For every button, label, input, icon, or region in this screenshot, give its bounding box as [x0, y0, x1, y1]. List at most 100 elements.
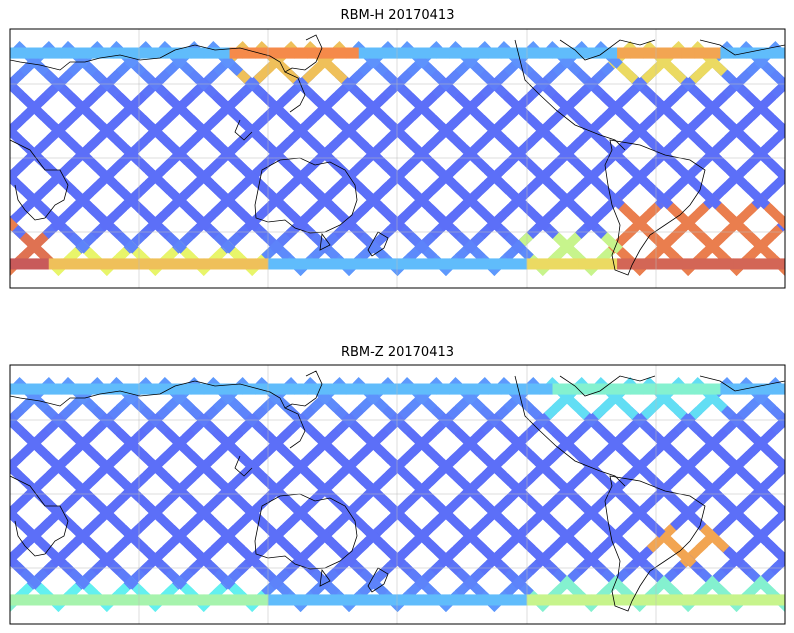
swath-band-cell — [152, 383, 166, 395]
swath-segment — [780, 124, 785, 134]
swath-band-cell — [22, 258, 37, 270]
swath-band-cell — [462, 594, 476, 606]
swath-band-cell — [449, 594, 463, 606]
swath-band-cell — [190, 594, 205, 606]
swath-band-cell — [48, 383, 63, 395]
swath-segment — [782, 506, 785, 512]
swath-band-cell — [526, 594, 541, 606]
swath-band-cell — [436, 47, 450, 59]
swath-segment — [782, 514, 785, 520]
swath-band-cell — [165, 594, 179, 606]
swath-band-cell — [384, 383, 398, 395]
swath-band-cell — [203, 47, 218, 59]
gridlines — [10, 365, 785, 624]
swath-band-cell — [74, 47, 88, 59]
swath-band-cell — [152, 594, 166, 606]
swath-band-cell — [358, 594, 373, 606]
swath-segment — [780, 460, 785, 470]
swath-band-cell — [578, 383, 592, 395]
swath-band-cell — [539, 383, 553, 395]
swath-segment — [0, 70, 2, 77]
swath-band-cell — [668, 258, 683, 270]
swath-band-cell — [681, 383, 696, 395]
swath-band-cell — [617, 383, 631, 395]
swath-band-cell — [22, 594, 37, 606]
swath-segment — [780, 220, 785, 230]
swath-segment — [10, 78, 17, 91]
swath-band-cell — [772, 258, 785, 270]
swath-band-cell — [87, 594, 101, 606]
swath-band-cell — [242, 594, 256, 606]
swath-segment — [10, 178, 13, 184]
swath-segment — [782, 506, 785, 512]
swath-segment — [10, 263, 17, 276]
swath-band-cell — [720, 47, 734, 59]
swath-band-cell — [565, 594, 579, 606]
swath-band-cell — [655, 258, 670, 270]
swath-band-cell — [668, 594, 683, 606]
swath-segment — [782, 170, 785, 176]
swath-band-cell — [10, 594, 24, 606]
swath-segment — [10, 135, 11, 137]
swath-band-cell — [229, 47, 243, 59]
swath-segment — [10, 599, 17, 612]
swath-band-cell — [139, 383, 153, 395]
swath-band-cell — [630, 47, 644, 59]
swath-band-cell — [565, 47, 579, 59]
swath-band-cell — [22, 383, 37, 395]
swath-band-cell — [139, 594, 153, 606]
swath-segment — [10, 220, 15, 230]
swath-band-cell — [345, 383, 360, 395]
swath-band-cell — [358, 383, 373, 395]
swath-segment — [778, 414, 785, 427]
swath-band-cell — [35, 594, 50, 606]
swath-band-cell — [694, 594, 708, 606]
swath-band-cell — [307, 383, 321, 395]
swath-band-cell — [694, 383, 708, 395]
swath-band-cell — [707, 258, 721, 270]
swath-segment — [10, 599, 17, 612]
swath-segment — [778, 414, 785, 427]
swath-band-cell — [539, 258, 553, 270]
swath-band-cell — [410, 47, 424, 59]
swath-segment — [10, 217, 11, 219]
swath-band-cell — [475, 383, 489, 395]
swath-segment — [10, 217, 11, 219]
swath-segment — [782, 178, 785, 184]
map-frame-top — [9, 28, 786, 289]
swath-band-cell — [642, 258, 657, 270]
swath-band-cell — [681, 594, 696, 606]
swath-segment — [780, 556, 785, 566]
swath-band-cell — [229, 258, 243, 270]
swath-band-cell — [61, 258, 76, 270]
swath-band-cell — [190, 47, 205, 59]
swath-band-cell — [759, 383, 773, 395]
swath-band-cell — [759, 258, 773, 270]
coastlines — [10, 34, 785, 276]
swath-band-cell — [152, 47, 166, 59]
swath-band-cell — [281, 258, 295, 270]
swath-segment — [0, 428, 2, 435]
swath-segment — [10, 506, 21, 524]
swath-band-cell — [35, 383, 50, 395]
swath-segment — [10, 178, 13, 184]
swath-band-cell — [487, 258, 502, 270]
swath-band-cell — [307, 594, 321, 606]
swath-band-cell — [74, 258, 88, 270]
swath-band-cell — [423, 594, 437, 606]
swath-band-cell — [190, 383, 205, 395]
swath-segment — [10, 460, 23, 479]
swath-segment — [0, 92, 2, 99]
swath-band-cell — [410, 594, 424, 606]
swath-band-cell — [513, 258, 528, 270]
swath-band-cell — [345, 258, 360, 270]
swath-band-cell — [500, 47, 515, 59]
swath-band-cell — [397, 258, 411, 270]
swath-segment — [10, 553, 19, 568]
swath-band-cell — [565, 258, 579, 270]
swath-segment — [10, 78, 17, 91]
swath-band-cell — [384, 594, 398, 606]
swath-band-cell — [100, 383, 114, 395]
swath-band-cell — [242, 258, 256, 270]
